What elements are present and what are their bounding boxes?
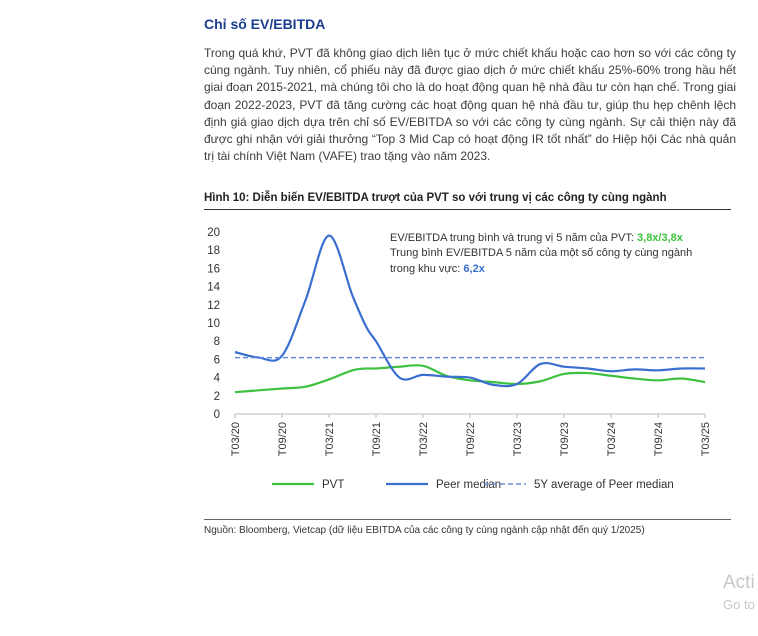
y-tick-label: 18 xyxy=(207,245,220,257)
annotation-peer-value: 6,2x xyxy=(463,263,485,275)
y-tick-label: 16 xyxy=(207,263,220,275)
y-tick-label: 4 xyxy=(214,373,221,385)
figure-top-rule xyxy=(204,209,731,210)
annotation-line-1-text: EV/EBITDA trung bình và trung vị 5 năm c… xyxy=(390,232,638,244)
y-tick-label: 10 xyxy=(207,318,220,330)
x-tick-label: T09/24 xyxy=(653,422,665,456)
annotation-line-3-text: trong khu vực: xyxy=(390,263,464,275)
source-note: Nguồn: Bloomberg, Vietcap (dữ liệu EBITD… xyxy=(204,525,645,536)
y-tick-label: 6 xyxy=(214,354,220,366)
annotation-pvt-value: 3,8x/3,8x xyxy=(637,232,683,244)
figure-bottom-rule xyxy=(204,519,731,520)
y-tick-label: 12 xyxy=(207,300,220,312)
x-tick-label: T09/20 xyxy=(277,422,289,456)
x-tick-label: T03/24 xyxy=(606,422,618,456)
x-tick-label: T03/25 xyxy=(700,422,712,456)
section-title: Chỉ số EV/EBITDA xyxy=(204,16,326,32)
y-tick-label: 2 xyxy=(214,391,220,403)
figure-title: Hình 10: Diễn biến EV/EBITDA trượt của P… xyxy=(204,192,667,204)
annotation-line-3: trong khu vực: 6,2x xyxy=(390,262,485,277)
legend-peer-average-label: 5Y average of Peer median xyxy=(534,479,674,491)
x-tick-label: T03/20 xyxy=(230,422,242,456)
watermark-line-1: Acti xyxy=(723,572,755,593)
x-tick-label: T09/21 xyxy=(371,422,383,456)
watermark-line-2: Go to xyxy=(723,597,755,612)
x-tick-label: T03/21 xyxy=(324,422,336,456)
x-tick-label: T09/22 xyxy=(465,422,477,456)
x-tick-label: T03/23 xyxy=(512,422,524,456)
legend-peer-median-label: Peer median xyxy=(436,479,501,491)
peer-median-series-line xyxy=(234,234,706,388)
x-tick-label: T09/23 xyxy=(559,422,571,456)
y-tick-label: 14 xyxy=(207,282,220,294)
y-tick-label: 20 xyxy=(207,227,220,239)
body-paragraph: Trong quá khứ, PVT đã không giao dịch li… xyxy=(204,46,736,164)
y-tick-label: 0 xyxy=(214,409,220,421)
legend-pvt-label: PVT xyxy=(322,479,344,491)
pvt-series-line xyxy=(234,364,706,394)
annotation-line-2: Trung bình EV/EBITDA 5 năm của một số cô… xyxy=(390,247,693,259)
x-tick-label: T03/22 xyxy=(418,422,430,456)
annotation-line-1: EV/EBITDA trung bình và trung vị 5 năm c… xyxy=(390,231,683,246)
y-tick-label: 8 xyxy=(214,336,220,348)
